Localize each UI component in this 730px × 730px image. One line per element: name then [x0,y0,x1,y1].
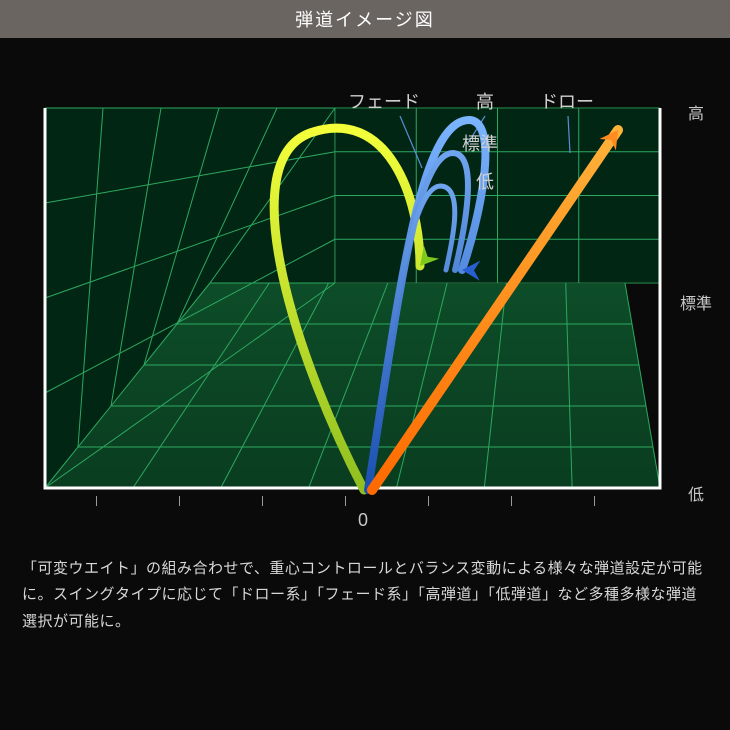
x-tick [594,496,595,506]
x-tick [262,496,263,506]
description-text: 「可変ウエイト」の組み合わせで、重心コントロールとバランス変動による様々な弾道設… [0,538,730,635]
x-tick [179,496,180,506]
header-title: 弾道イメージ図 [295,10,435,30]
curve-label: 標準 [462,130,498,156]
x-tick [96,496,97,506]
curve-label: 高 [476,88,494,114]
right-axis-label: 高 [688,100,704,124]
x-axis-ticks [0,496,730,508]
x-tick [511,496,512,506]
header-bar: 弾道イメージ図 [0,0,730,38]
right-axis-label: 標準 [680,290,712,314]
x-tick [428,496,429,506]
description-content: 「可変ウエイト」の組み合わせで、重心コントロールとバランス変動による様々な弾道設… [22,560,703,630]
curve-label: フェード [348,88,420,114]
trajectory-chart: 高標準低フェード高ドロー標準低 0 [0,38,730,538]
x-tick [345,496,346,506]
curve-label: ドロー [540,88,594,114]
curve-label: 低 [476,168,494,194]
x-axis-zero-label: 0 [358,510,368,531]
